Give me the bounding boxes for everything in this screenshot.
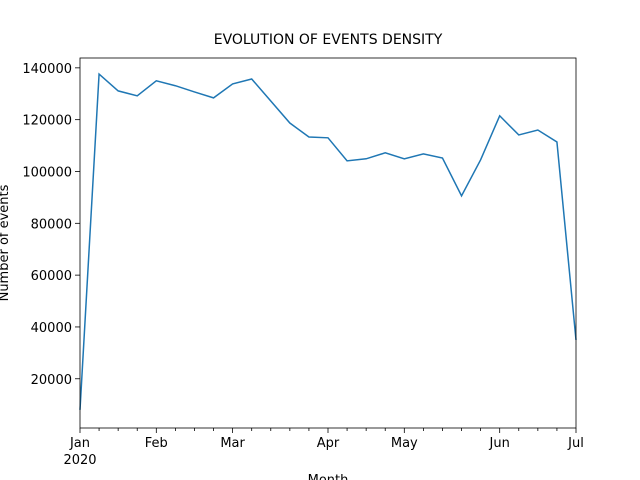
plot-frame — [79, 57, 577, 429]
y-tick-label: 20000 — [31, 373, 72, 388]
y-tick-label: 100000 — [22, 165, 72, 180]
x-tick-label: Apr — [317, 436, 340, 451]
x-tick-label: Mar — [220, 436, 245, 451]
chart-title: EVOLUTION OF EVENTS DENSITY — [214, 32, 443, 48]
x-tick-label: Jan — [69, 436, 90, 451]
x-year-label: 2020 — [63, 453, 96, 468]
line-series — [79, 72, 577, 410]
x-axis-label: Month — [308, 473, 349, 480]
y-tick-label: 60000 — [31, 269, 72, 284]
x-tick-label: May — [391, 436, 418, 451]
y-axis-label: Number of events — [0, 184, 12, 301]
y-tick-label: 140000 — [22, 62, 72, 77]
y-tick-label: 80000 — [31, 217, 72, 232]
y-tick-label: 120000 — [22, 114, 72, 129]
x-tick-label: Feb — [145, 436, 168, 451]
x-tick-label: Jun — [489, 436, 510, 451]
y-tick-label: 40000 — [31, 321, 72, 336]
x-tick-label: Jul — [567, 436, 584, 451]
